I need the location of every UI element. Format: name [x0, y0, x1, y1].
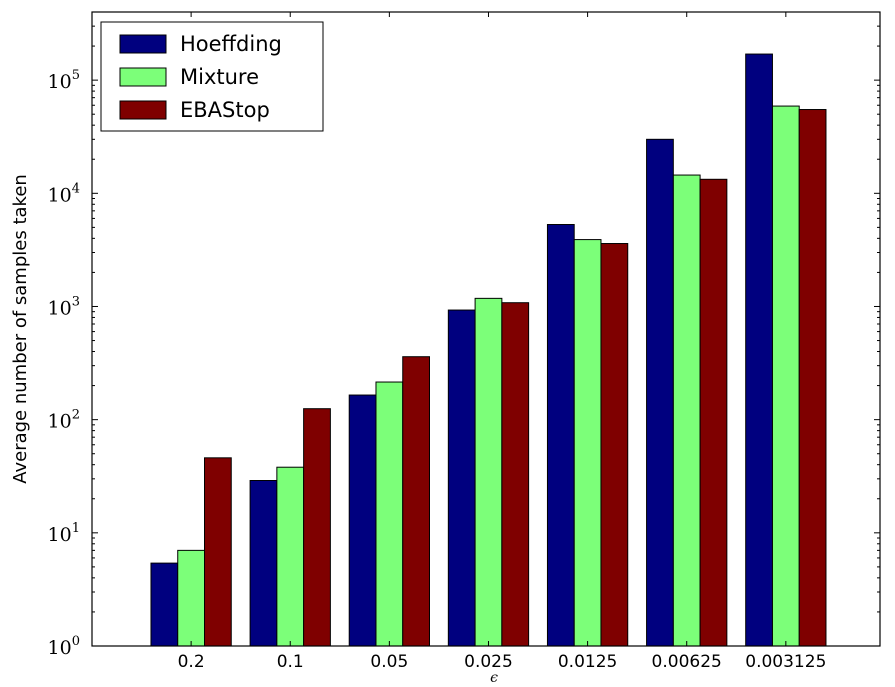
bar-ebastop-0.00625	[699, 178, 728, 647]
y-axis-label: Average number of samples taken	[10, 174, 31, 484]
x-tick-label: 0.1	[277, 652, 304, 672]
bar-hoeffding-0.1	[249, 480, 278, 647]
bar-hoeffding-0.003125	[745, 53, 773, 647]
y-tick-labels: 100 101 102 103 104 105	[48, 68, 80, 659]
x-tick-label: 0.025	[464, 652, 513, 672]
plot-frame	[91, 11, 881, 647]
bar-ebastop-0.025	[501, 302, 530, 647]
x-tick-labels: 0.2 0.1 0.05 0.025 0.0125 0.00625 0.003125	[178, 652, 827, 672]
y-tick-label: 101	[48, 521, 80, 546]
x-tick-label: 0.0125	[558, 652, 617, 672]
bar-hoeffding-0.025	[447, 309, 476, 647]
legend-label-hoeffding: Hoeffding	[180, 32, 282, 56]
bar-mixture-0.1	[276, 466, 305, 647]
bars-layer	[150, 53, 827, 647]
bar-ebastop-0.1	[303, 408, 331, 647]
bar-hoeffding-0.2	[150, 562, 179, 647]
bar-mixture-0.05	[375, 381, 404, 647]
x-tick-label: 0.2	[178, 652, 205, 672]
bar-mixture-0.2	[177, 549, 206, 647]
bar-ebastop-0.2	[204, 457, 232, 647]
legend-label-ebastop: EBAStop	[180, 98, 270, 122]
y-tick-label: 102	[48, 408, 80, 433]
bar-mixture-0.0125	[573, 239, 602, 647]
legend-swatch-ebastop	[119, 100, 167, 120]
bar-ebastop-0.05	[402, 356, 430, 647]
ticks-layer	[92, 11, 880, 647]
bar-mixture-0.003125	[771, 105, 800, 647]
bar-hoeffding-0.0125	[546, 224, 575, 647]
legend-swatch-hoeffding	[119, 34, 167, 54]
x-tick-label: 0.05	[370, 652, 408, 672]
bar-mixture-0.025	[474, 297, 503, 647]
bar-hoeffding-0.05	[348, 394, 377, 647]
x-axis-label: ϵ	[490, 670, 498, 686]
x-tick-label: 0.00625	[652, 652, 722, 672]
bar-hoeffding-0.00625	[646, 138, 674, 647]
legend-swatch-mixture	[119, 67, 167, 87]
bar-ebastop-0.0125	[600, 243, 629, 647]
y-tick-label: 100	[48, 634, 80, 659]
bar-mixture-0.00625	[672, 174, 701, 647]
x-tick-label: 0.003125	[745, 652, 826, 672]
y-tick-label: 104	[48, 181, 80, 206]
y-tick-label: 105	[48, 68, 80, 93]
bar-ebastop-0.003125	[798, 109, 827, 647]
legend: Hoeffding Mixture EBAStop	[100, 21, 324, 132]
legend-label-mixture: Mixture	[180, 65, 259, 89]
y-tick-label: 103	[48, 294, 80, 319]
